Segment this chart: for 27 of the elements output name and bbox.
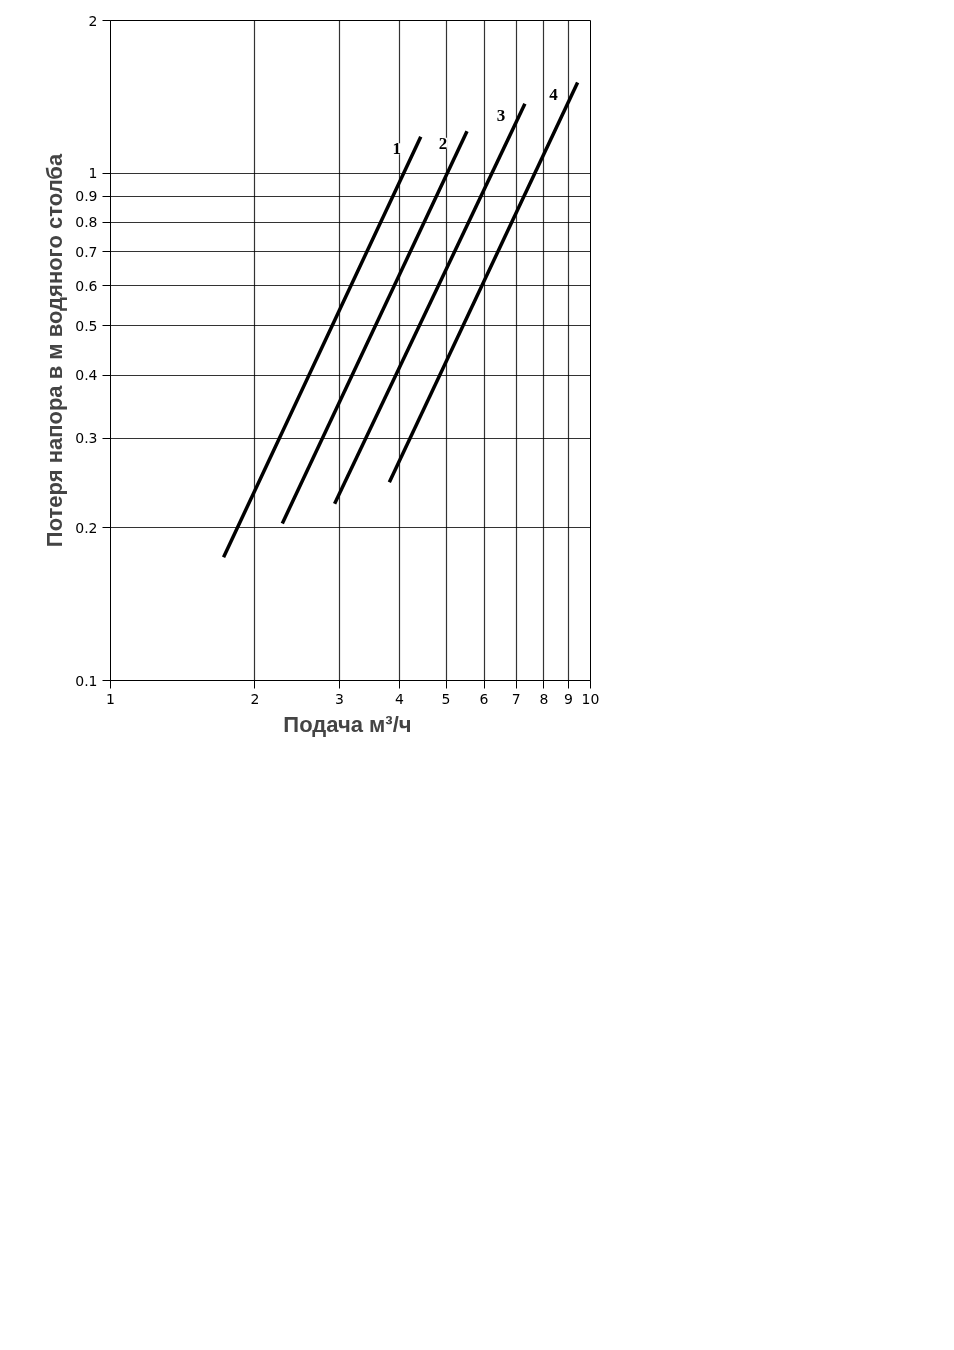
- series-label: 3: [496, 106, 506, 126]
- x-tick-label: 9: [564, 690, 573, 707]
- series-label: 1: [392, 139, 402, 159]
- x-tick-label: 10: [581, 690, 600, 707]
- x-tick-label: 1: [106, 690, 115, 707]
- y-axis-title: Потеря напора в м водяного столба: [42, 153, 68, 548]
- y-tick-label: 0.9: [75, 188, 98, 205]
- y-tick-label: 0.7: [75, 243, 98, 260]
- x-tick-label: 6: [479, 690, 489, 707]
- x-tick-label: 8: [539, 690, 549, 707]
- y-tick-label: 0.2: [75, 519, 98, 536]
- y-tick-label: 0.3: [75, 430, 98, 447]
- series-label: 2: [438, 133, 448, 153]
- y-tick-label: 1: [88, 165, 98, 182]
- series-label: 4: [549, 84, 559, 104]
- y-tick-label: 0.8: [75, 214, 98, 231]
- y-tick-label: 0.5: [75, 317, 98, 334]
- y-tick-label: 0.6: [75, 277, 98, 294]
- x-tick-label: 3: [335, 690, 344, 707]
- x-tick-label: 4: [395, 690, 405, 707]
- x-axis-title: Подача м³/ч: [283, 711, 412, 737]
- y-tick-label: 0.4: [75, 367, 98, 384]
- y-tick-label: 0.1: [75, 672, 98, 689]
- x-tick-label: 7: [511, 690, 521, 707]
- y-tick-label: 2: [88, 12, 98, 29]
- x-tick-label: 5: [441, 690, 451, 707]
- x-tick-label: 2: [250, 690, 260, 707]
